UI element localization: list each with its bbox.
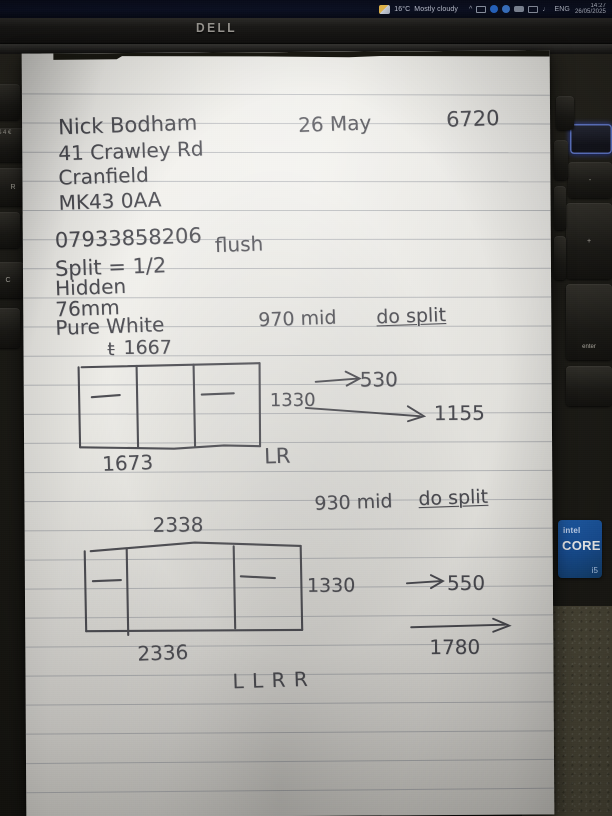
- key-r-label: R: [10, 183, 16, 191]
- intel-core-sticker: intel CORE i5: [558, 520, 602, 578]
- rule-line: [21, 93, 555, 96]
- intel-core-label: CORE: [562, 538, 601, 553]
- weather-condition: Mostly cloudy: [414, 5, 458, 13]
- taskbar-clock[interactable]: 14:27 26/05/2025: [575, 3, 606, 16]
- chevron-up-icon[interactable]: ^: [468, 5, 473, 13]
- rule-line: [21, 527, 555, 532]
- clock-time: 14:27: [590, 2, 606, 9]
- laptop-lid-edge: [0, 44, 612, 54]
- onedrive-icon[interactable]: [476, 5, 487, 13]
- taskbar-tray-icons[interactable]: ^ ♩: [469, 5, 550, 13]
- unit1-config: LR: [263, 443, 291, 469]
- key-minus-label: -: [588, 176, 592, 184]
- unit1-arrow-2: [304, 405, 427, 423]
- key-enter[interactable]: enter: [566, 284, 612, 360]
- key-blank-5[interactable]: [566, 366, 612, 406]
- key-4-label: $ 4 €: [0, 130, 12, 136]
- unit2-arrow-1: [405, 574, 445, 590]
- clock-date: 26/05/2025: [574, 9, 606, 15]
- key-blank-8[interactable]: [554, 186, 566, 230]
- key-blank-7[interactable]: [554, 140, 568, 180]
- volume-icon[interactable]: ♩: [542, 5, 550, 13]
- colour-spec: Pure White: [54, 312, 165, 340]
- unit2-arrow2-value: 1780: [429, 634, 481, 660]
- unit2-mid-label: 930 mid: [314, 490, 393, 515]
- weather-icon: [379, 4, 391, 14]
- key-enter-label: enter: [582, 344, 596, 350]
- rule-line: [21, 758, 555, 765]
- unit1-arrow-1: [314, 370, 362, 387]
- key-blank-3[interactable]: [0, 308, 20, 348]
- unit2-right-height: 1330: [306, 574, 356, 597]
- flush-label: flush: [214, 231, 264, 258]
- unit2-door-diagram: [83, 541, 304, 637]
- job-number: 6720: [445, 105, 500, 132]
- phone-number: 07933858206: [54, 223, 203, 253]
- unit2-arrow-2: [410, 617, 512, 633]
- unit1-top-width-struck-prefix: t: [107, 339, 115, 361]
- key-blank-6[interactable]: [556, 96, 574, 130]
- unit1-bottom-width: 1673: [101, 450, 154, 476]
- unit1-arrow2-value: 1155: [433, 400, 485, 426]
- postcode: MK43 0AA: [58, 187, 162, 215]
- language-indicator[interactable]: ENG: [554, 5, 570, 13]
- unit1-arrow1-value: 530: [359, 367, 398, 392]
- unit1-mid-label: 970 mid: [257, 306, 337, 332]
- windows-taskbar[interactable]: 16°C Mostly cloudy ^ ♩ ENG 14:27 26/05/2…: [0, 0, 612, 18]
- unit2-config: L L R R: [232, 666, 310, 694]
- display-icon[interactable]: [528, 5, 539, 13]
- customer-name: Nick Bodham: [57, 110, 198, 140]
- rule-line: [21, 787, 555, 794]
- weather-temperature: 16°C: [394, 5, 411, 13]
- rule-line: [21, 730, 555, 735]
- unit2-top-width: 2338: [152, 512, 204, 537]
- key-c-label: C: [5, 276, 11, 284]
- laptop-screen-strip: 16°C Mostly cloudy ^ ♩ ENG 14:27 26/05/2…: [0, 0, 612, 18]
- key-blank-1[interactable]: [0, 212, 20, 248]
- blue-app-icon[interactable]: [490, 5, 499, 13]
- intel-tier-label: i5: [591, 566, 598, 575]
- unit1-do-split: do split: [375, 304, 447, 329]
- key-c[interactable]: C: [0, 262, 24, 298]
- address-line-1: 41 Crawley Rd: [57, 136, 204, 166]
- key-blank-9[interactable]: [554, 236, 566, 280]
- address-line-2: Cranfield: [58, 162, 150, 190]
- intel-vendor-label: intel: [563, 526, 581, 535]
- battery-icon[interactable]: [514, 6, 525, 12]
- unit1-top-width: 1667: [123, 336, 172, 360]
- key-backlit[interactable]: [570, 124, 612, 154]
- note-date: 26 May: [297, 110, 372, 137]
- taskbar-weather-widget[interactable]: 16°C Mostly cloudy: [379, 4, 458, 14]
- key-plus[interactable]: +: [566, 203, 612, 279]
- unit1-door-diagram: [77, 362, 262, 450]
- rule-line: [21, 354, 555, 357]
- rule-line: [21, 701, 555, 706]
- lined-note-paper: Nick Bodham 41 Crawley Rd Cranfield MK43…: [21, 50, 555, 816]
- network-icon[interactable]: [502, 5, 511, 13]
- key-blank-4[interactable]: [0, 84, 20, 120]
- laptop-lid-band: [0, 18, 612, 44]
- unit2-bottom-width: 2336: [136, 639, 189, 666]
- dell-logo: DELL: [196, 20, 237, 36]
- key-minus[interactable]: -: [568, 162, 612, 198]
- unit2-arrow1-value: 550: [446, 570, 486, 596]
- unit2-do-split: do split: [418, 485, 489, 511]
- key-plus-label: +: [586, 237, 592, 245]
